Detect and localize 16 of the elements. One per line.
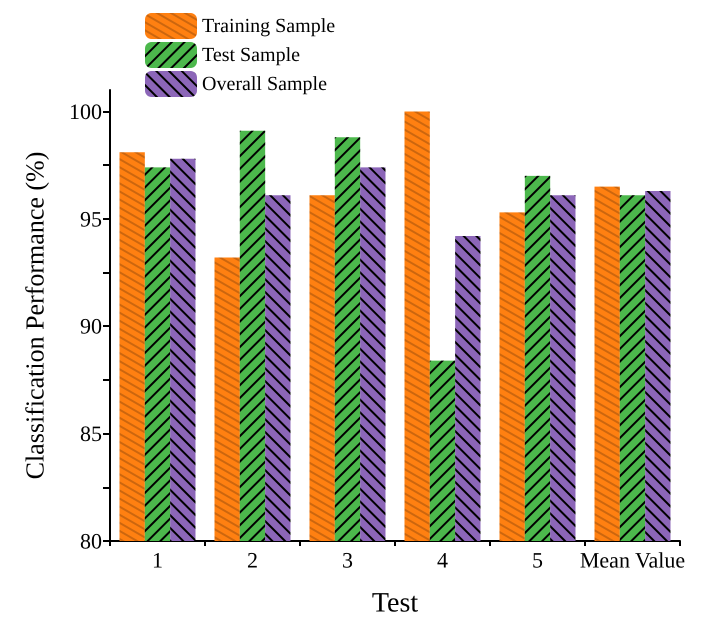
legend-label: Test Sample xyxy=(202,44,300,66)
y-axis-title: Classification Performance (%) xyxy=(20,152,50,480)
y-tick-label: 95 xyxy=(80,206,102,232)
x-tick-label: 2 xyxy=(247,548,258,572)
x-tick-label: 1 xyxy=(152,548,163,572)
legend-label: Overall Sample xyxy=(202,73,328,95)
y-tick-label: 90 xyxy=(80,314,102,339)
legend-label: Training Sample xyxy=(202,15,336,37)
x-tick-label: 3 xyxy=(342,548,353,572)
x-tick-label: 5 xyxy=(532,548,543,572)
y-tick-label: 80 xyxy=(80,528,102,554)
y-tick-label: 85 xyxy=(80,421,102,446)
x-tick-label: 4 xyxy=(437,548,448,572)
x-axis-title: Test xyxy=(372,588,418,618)
y-tick-label: 100 xyxy=(69,98,102,124)
x-tick-label: Mean Value xyxy=(580,548,686,572)
